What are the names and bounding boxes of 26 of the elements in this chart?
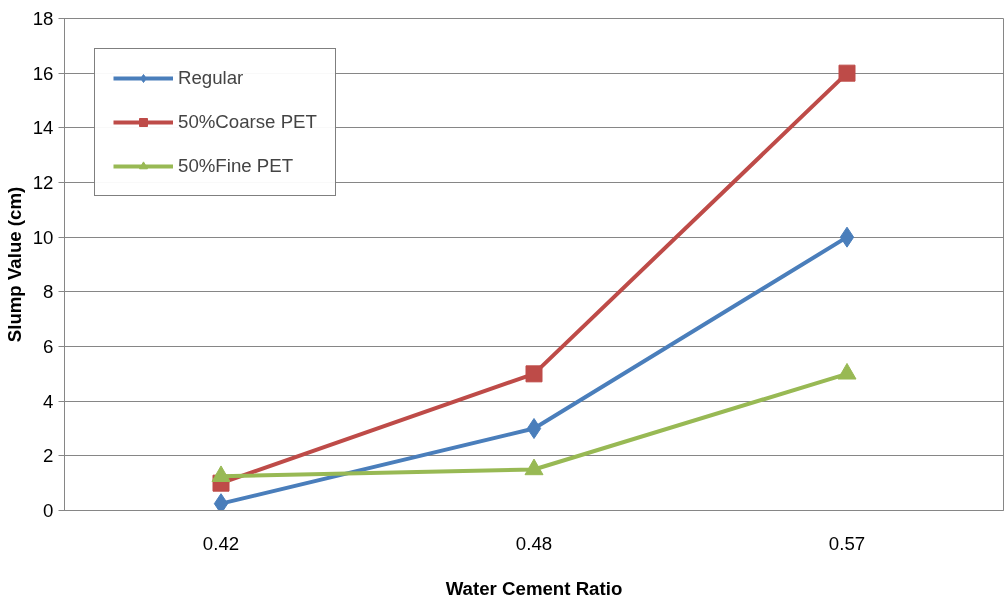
point: [837, 362, 857, 380]
legend-label: Regular: [178, 67, 245, 89]
y-tick-label: 4: [43, 390, 54, 412]
point: [526, 418, 542, 439]
point: [213, 493, 229, 511]
point: [524, 458, 544, 476]
y-tick-label: 16: [32, 62, 54, 84]
point: [839, 226, 855, 248]
y-tick-label: 8: [43, 281, 54, 303]
x-tick-label: 0.48: [515, 532, 553, 554]
y-tick-label: 0: [43, 500, 54, 521]
x-tick-label: 0.42: [202, 532, 240, 554]
point: [838, 64, 856, 82]
y-tick-label: 14: [32, 117, 54, 139]
legend-label: 50%Fine PET: [178, 155, 295, 177]
x-axis-title: Water Cement Ratio: [445, 577, 623, 599]
y-tick-label: 12: [32, 172, 54, 193]
x-tick-label: 0.57: [828, 532, 866, 554]
legend-label: 50%Coarse PET: [178, 111, 317, 133]
point: [525, 365, 543, 383]
point: [211, 465, 231, 483]
y-axis-title: Slump Value (cm): [3, 186, 25, 343]
y-tick-label: 6: [43, 336, 54, 357]
y-tick-label: 2: [43, 445, 54, 467]
y-tick-label: 10: [32, 226, 54, 248]
y-tick-label: 18: [32, 8, 54, 29]
